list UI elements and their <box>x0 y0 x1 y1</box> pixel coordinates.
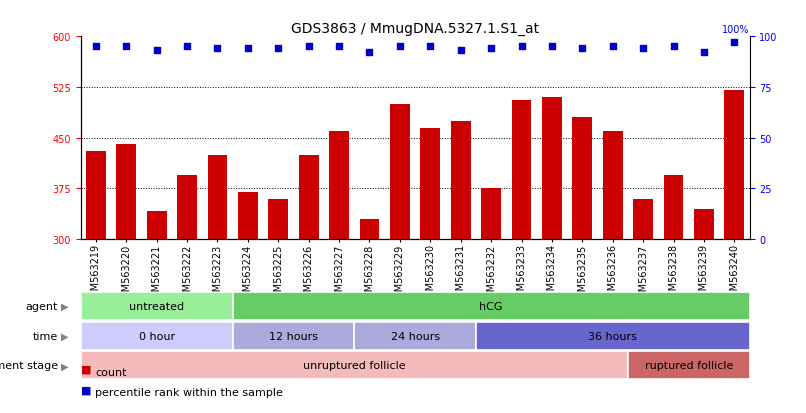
Point <box>455 48 467 55</box>
Bar <box>355 322 476 350</box>
Bar <box>390 104 409 240</box>
Text: 0 hour: 0 hour <box>139 331 175 341</box>
Point <box>302 44 315 51</box>
Point <box>272 46 285 52</box>
Bar <box>542 98 562 240</box>
Point <box>150 48 163 55</box>
Point <box>181 44 193 51</box>
Point <box>546 44 559 51</box>
Point <box>515 44 528 51</box>
Bar <box>147 211 167 240</box>
Point <box>120 44 133 51</box>
Point <box>393 44 406 51</box>
Bar <box>208 155 227 240</box>
Bar <box>116 145 136 240</box>
Point <box>89 44 102 51</box>
Text: count: count <box>95 367 127 377</box>
Text: ■: ■ <box>81 364 94 374</box>
Text: ▶: ▶ <box>61 361 69 370</box>
Bar <box>603 132 622 240</box>
Bar <box>421 128 440 240</box>
Point <box>333 44 346 51</box>
Bar <box>663 176 683 240</box>
Point <box>242 46 255 52</box>
Text: 100%: 100% <box>722 25 750 35</box>
Point <box>728 40 741 47</box>
Bar <box>86 152 106 240</box>
Bar <box>233 322 355 350</box>
Bar <box>81 292 233 320</box>
Bar <box>359 219 380 240</box>
Point <box>697 50 710 57</box>
Text: untreated: untreated <box>129 301 185 311</box>
Text: ▶: ▶ <box>61 301 69 311</box>
Bar <box>628 351 750 380</box>
Point <box>363 50 376 57</box>
Point <box>637 46 650 52</box>
Bar <box>233 292 750 320</box>
Bar <box>481 189 501 240</box>
Point <box>484 46 497 52</box>
Bar <box>81 322 233 350</box>
Bar <box>634 199 653 240</box>
Text: 12 hours: 12 hours <box>269 331 318 341</box>
Point <box>575 46 588 52</box>
Text: percentile rank within the sample: percentile rank within the sample <box>95 387 283 397</box>
Bar <box>725 91 744 240</box>
Bar <box>81 351 628 380</box>
Text: ■: ■ <box>81 385 94 394</box>
Text: ▶: ▶ <box>61 331 69 341</box>
Bar <box>451 121 471 240</box>
Bar <box>694 209 714 240</box>
Text: 36 hours: 36 hours <box>588 331 638 341</box>
Bar <box>299 155 318 240</box>
Text: ruptured follicle: ruptured follicle <box>645 361 733 370</box>
Point <box>667 44 680 51</box>
Bar <box>572 118 592 240</box>
Bar <box>329 132 349 240</box>
Point <box>424 44 437 51</box>
Bar <box>512 101 531 240</box>
Text: 24 hours: 24 hours <box>391 331 439 341</box>
Bar <box>177 176 197 240</box>
Point <box>606 44 619 51</box>
Bar <box>268 199 288 240</box>
Text: development stage: development stage <box>0 361 58 370</box>
Bar <box>238 192 258 240</box>
Text: hCG: hCG <box>480 301 503 311</box>
Bar <box>476 322 750 350</box>
Point <box>211 46 224 52</box>
Text: unruptured follicle: unruptured follicle <box>303 361 405 370</box>
Title: GDS3863 / MmugDNA.5327.1.S1_at: GDS3863 / MmugDNA.5327.1.S1_at <box>291 22 539 36</box>
Text: agent: agent <box>26 301 58 311</box>
Text: time: time <box>33 331 58 341</box>
